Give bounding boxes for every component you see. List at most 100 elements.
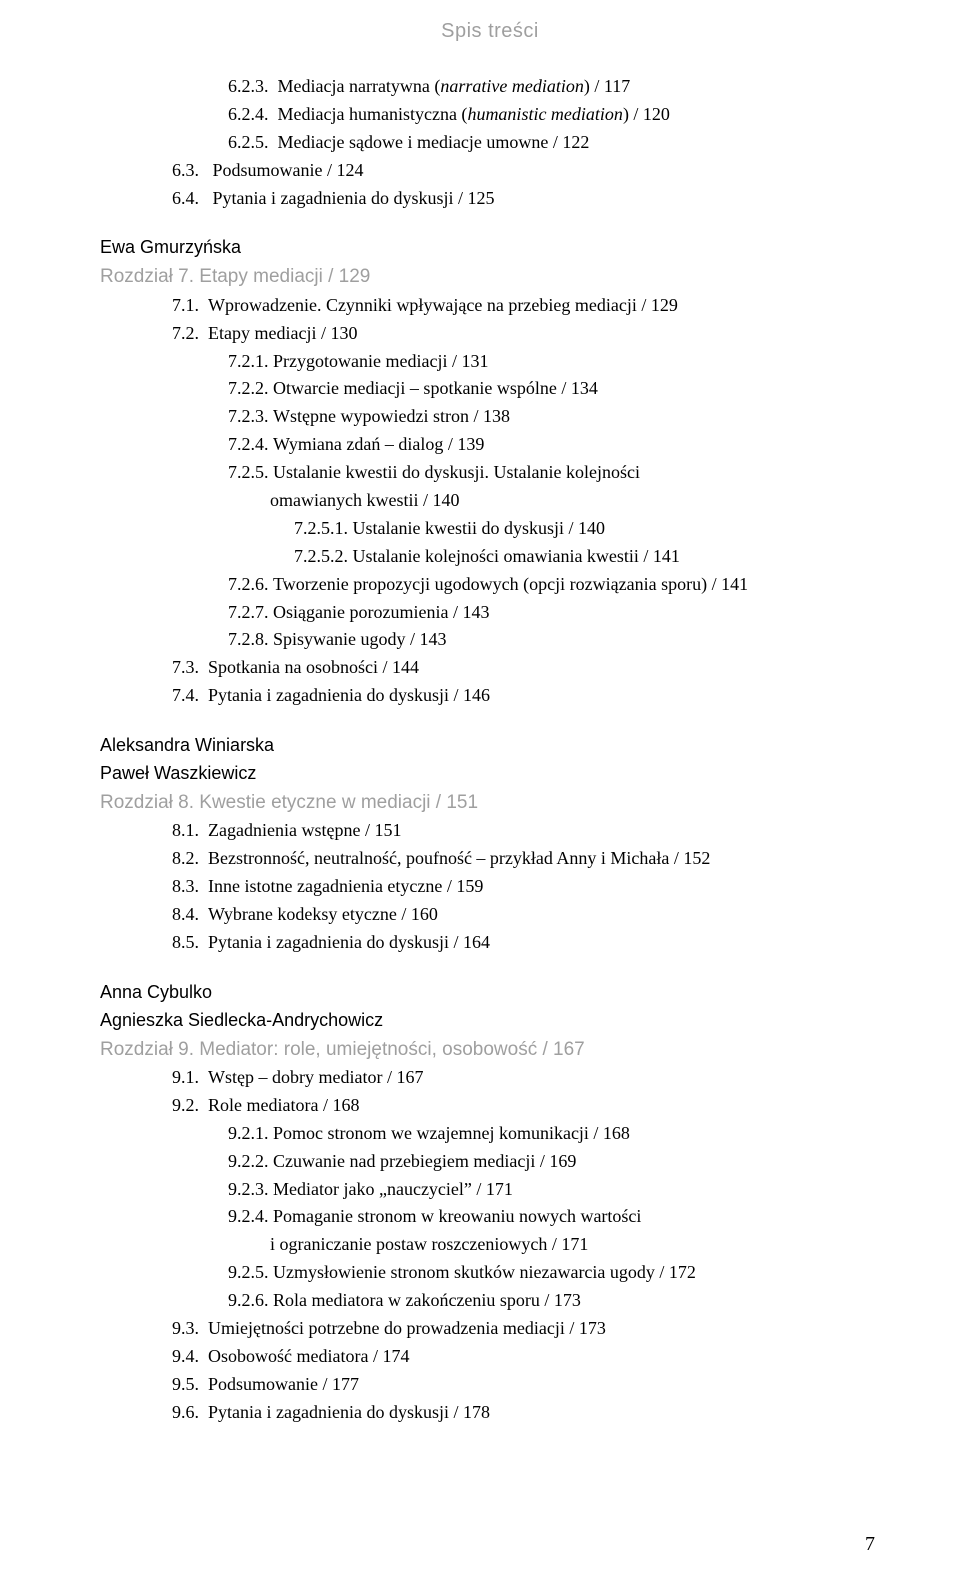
toc-number: 7.2.3.	[228, 406, 269, 426]
toc-text: Rola mediatora w zakończeniu sporu / 173	[273, 1290, 581, 1310]
toc-italic: narrative mediation	[440, 76, 583, 96]
toc-text: Pytania i zagadnienia do dyskusji / 178	[208, 1402, 490, 1422]
toc-entry: 7.2.5. Ustalanie kwestii do dyskusji. Us…	[100, 459, 880, 487]
toc-number: 7.2.5.2.	[294, 546, 348, 566]
toc-number: 9.2.	[172, 1095, 199, 1115]
toc-number: 7.2.5.	[228, 462, 269, 482]
chapter-title: Rozdział 8. Kwestie etyczne w mediacji /…	[100, 788, 880, 817]
toc-text: Przygotowanie mediacji / 131	[273, 351, 488, 371]
toc-entry-continuation: i ograniczanie postaw roszczeniowych / 1…	[100, 1231, 880, 1259]
toc-number: 7.2.4.	[228, 434, 269, 454]
toc-number: 8.1.	[172, 820, 199, 840]
toc-number: 9.2.3.	[228, 1179, 269, 1199]
toc-entry: 9.2. Role mediatora / 168	[100, 1092, 880, 1120]
toc-number: 7.2.	[172, 323, 199, 343]
toc-number: 7.2.2.	[228, 378, 269, 398]
toc-entry: 9.4. Osobowość mediatora / 174	[100, 1343, 880, 1371]
toc-entry-continuation: omawianych kwestii / 140	[100, 487, 880, 515]
toc-number: 8.2.	[172, 848, 199, 868]
toc-text: Umiejętności potrzebne do prowadzenia me…	[208, 1318, 606, 1338]
toc-entry: 9.6. Pytania i zagadnienia do dyskusji /…	[100, 1399, 880, 1427]
toc-number: 7.3.	[172, 657, 199, 677]
toc-text: Etapy mediacji / 130	[208, 323, 357, 343]
toc-text: Wybrane kodeksy etyczne / 160	[208, 904, 438, 924]
toc-entry: 6.2.4. Mediacja humanistyczna (humanisti…	[100, 101, 880, 129]
author-name: Paweł Waszkiewicz	[100, 760, 880, 788]
toc-number: 9.4.	[172, 1346, 199, 1366]
toc-text: Mediacja narratywna (	[278, 76, 441, 96]
toc-entry: 8.1. Zagadnienia wstępne / 151	[100, 817, 880, 845]
toc-entry: 9.5. Podsumowanie / 177	[100, 1371, 880, 1399]
author-name: Aleksandra Winiarska	[100, 732, 880, 760]
toc-entry: 9.2.6. Rola mediatora w zakończeniu spor…	[100, 1287, 880, 1315]
toc-text: ) / 117	[584, 76, 630, 96]
page-header: Spis treści	[100, 20, 880, 43]
toc-entry: 6.4. Pytania i zagadnienia do dyskusji /…	[100, 185, 880, 213]
toc-text: Spisywanie ugody / 143	[273, 629, 447, 649]
author-name: Anna Cybulko	[100, 979, 880, 1007]
toc-text: Inne istotne zagadnienia etyczne / 159	[208, 876, 483, 896]
toc-entry: 9.2.4. Pomaganie stronom w kreowaniu now…	[100, 1203, 880, 1231]
toc-number: 7.1.	[172, 295, 199, 315]
toc-number: 9.2.5.	[228, 1262, 269, 1282]
page: Spis treści 6.2.3. Mediacja narratywna (…	[0, 0, 960, 1586]
toc-italic: humanistic mediation	[467, 104, 623, 124]
toc-number: 8.5.	[172, 932, 199, 952]
toc-entry: 9.3. Umiejętności potrzebne do prowadzen…	[100, 1315, 880, 1343]
toc-text: Mediator jako „nauczyciel” / 171	[273, 1179, 513, 1199]
toc-text: Ustalanie kolejności omawiania kwestii /…	[353, 546, 680, 566]
toc-entry: 9.2.1. Pomoc stronom we wzajemnej komuni…	[100, 1120, 880, 1148]
toc-text: Ustalanie kwestii do dyskusji / 140	[353, 518, 605, 538]
toc-number: 9.2.1.	[228, 1123, 269, 1143]
toc-number: 6.4.	[172, 188, 199, 208]
toc-text: Pytania i zagadnienia do dyskusji / 164	[208, 932, 490, 952]
toc-text: ) / 120	[623, 104, 670, 124]
toc-entry: 7.2.5.1. Ustalanie kwestii do dyskusji /…	[100, 515, 880, 543]
toc-text: Wstęp – dobry mediator / 167	[208, 1067, 423, 1087]
toc-text: Bezstronność, neutralność, poufność – pr…	[208, 848, 710, 868]
toc-text: Pomoc stronom we wzajemnej komunikacji /…	[273, 1123, 630, 1143]
toc-text: Zagadnienia wstępne / 151	[208, 820, 401, 840]
toc-entry: 7.4. Pytania i zagadnienia do dyskusji /…	[100, 682, 880, 710]
toc-text: Wymiana zdań – dialog / 139	[273, 434, 484, 454]
toc-entry: 9.2.2. Czuwanie nad przebiegiem mediacji…	[100, 1148, 880, 1176]
toc-entry: 7.1. Wprowadzenie. Czynniki wpływające n…	[100, 292, 880, 320]
toc-text: Podsumowanie / 124	[213, 160, 364, 180]
toc-text: Osobowość mediatora / 174	[208, 1346, 409, 1366]
toc-text: Podsumowanie / 177	[208, 1374, 359, 1394]
toc-number: 9.3.	[172, 1318, 199, 1338]
toc-entry: 7.2.1. Przygotowanie mediacji / 131	[100, 348, 880, 376]
toc-entry: 6.2.3. Mediacja narratywna (narrative me…	[100, 73, 880, 101]
toc-entry: 7.2.4. Wymiana zdań – dialog / 139	[100, 431, 880, 459]
toc-number: 6.2.5.	[228, 132, 269, 152]
toc-text: Pomaganie stronom w kreowaniu nowych war…	[273, 1206, 641, 1226]
author-name: Agnieszka Siedlecka-Andrychowicz	[100, 1007, 880, 1035]
toc-number: 6.2.3.	[228, 76, 269, 96]
toc-number: 9.1.	[172, 1067, 199, 1087]
toc-number: 7.2.8.	[228, 629, 269, 649]
toc-text: Spotkania na osobności / 144	[208, 657, 419, 677]
toc-entry: 9.2.5. Uzmysłowienie stronom skutków nie…	[100, 1259, 880, 1287]
toc-entry: 8.4. Wybrane kodeksy etyczne / 160	[100, 901, 880, 929]
toc-entry: 7.2.5.2. Ustalanie kolejności omawiania …	[100, 543, 880, 571]
toc-number: 9.6.	[172, 1402, 199, 1422]
toc-entry: 7.2.2. Otwarcie mediacji – spotkanie wsp…	[100, 375, 880, 403]
chapter-title: Rozdział 7. Etapy mediacji / 129	[100, 262, 880, 291]
toc-number: 7.2.5.1.	[294, 518, 348, 538]
toc-text: Pytania i zagadnienia do dyskusji / 146	[208, 685, 490, 705]
toc-text: Role mediatora / 168	[208, 1095, 359, 1115]
toc-entry: 7.2.6. Tworzenie propozycji ugodowych (o…	[100, 571, 880, 599]
toc-number: 6.2.4.	[228, 104, 269, 124]
toc-number: 7.4.	[172, 685, 199, 705]
toc-entry: 8.5. Pytania i zagadnienia do dyskusji /…	[100, 929, 880, 957]
toc-entry: 8.2. Bezstronność, neutralność, poufność…	[100, 845, 880, 873]
toc-text: Pytania i zagadnienia do dyskusji / 125	[213, 188, 495, 208]
toc-number: 8.3.	[172, 876, 199, 896]
toc-entry: 7.2.3. Wstępne wypowiedzi stron / 138	[100, 403, 880, 431]
page-number: 7	[865, 1533, 875, 1556]
toc-entry: 7.3. Spotkania na osobności / 144	[100, 654, 880, 682]
author-name: Ewa Gmurzyńska	[100, 234, 880, 262]
toc-text: Mediacja humanistyczna (	[278, 104, 468, 124]
toc-text: Wprowadzenie. Czynniki wpływające na prz…	[208, 295, 678, 315]
toc-text: Otwarcie mediacji – spotkanie wspólne / …	[273, 378, 598, 398]
